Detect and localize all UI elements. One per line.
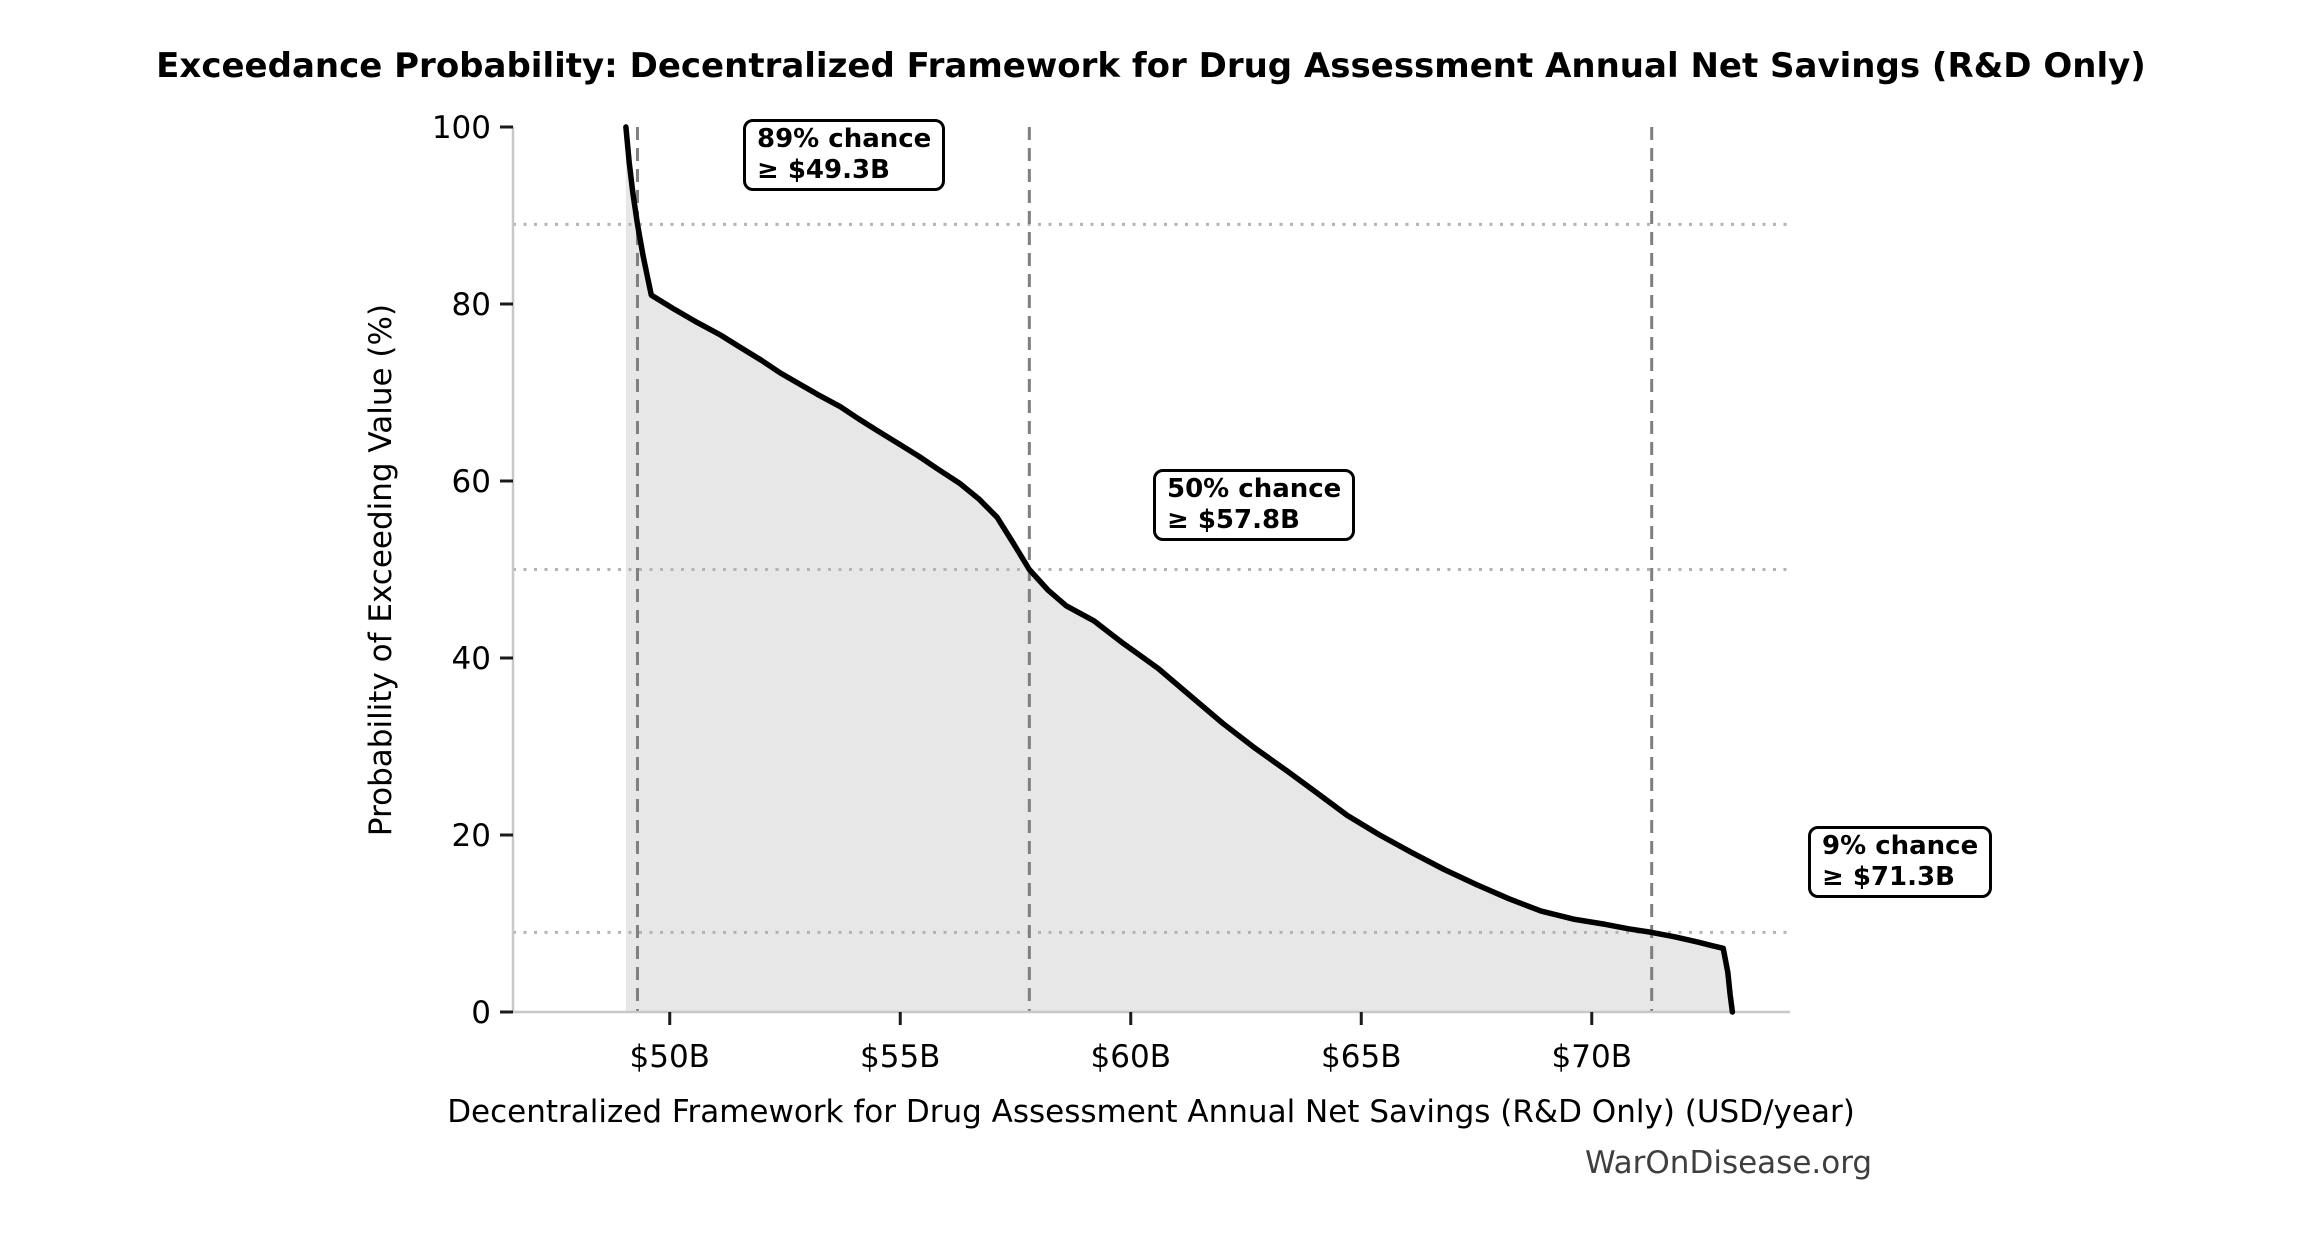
x-tick-label: $65B [1321,1039,1401,1075]
x-tick-label: $60B [1091,1039,1171,1075]
x-axis-label: Decentralized Framework for Drug Assessm… [447,1094,1855,1130]
area-fill [625,127,1733,1012]
annotation-89pct-line2: ≥ $49.3B [757,155,890,185]
watermark-text: WarOnDisease.org [1585,1145,1873,1181]
annotation-50pct-line2: ≥ $57.8B [1167,505,1300,535]
y-tick-label: 20 [452,818,491,854]
y-tick-label: 60 [452,464,491,500]
exceedance-curve [623,124,1736,1015]
annotation-50pct-box: 50% chance ≥ $57.8B [1153,469,1356,541]
annotation-50pct-line1: 50% chance [1167,474,1342,504]
annotation-9pct-box: 9% chance ≥ $71.3B [1808,826,1993,898]
y-tick-label: 40 [452,641,491,677]
annotation-9pct-line2: ≥ $71.3B [1822,862,1955,892]
chart-title: Exceedance Probability: Decentralized Fr… [156,46,2146,86]
annotation-9pct-line1: 9% chance [1822,831,1979,861]
x-tick-label: $50B [630,1039,710,1075]
annotation-89pct-box: 89% chance ≥ $49.3B [743,119,946,191]
annotation-89pct-line1: 89% chance [757,124,932,154]
y-tick-label: 0 [471,995,491,1031]
y-tick-label: 80 [452,287,491,323]
x-tick-label: $70B [1552,1039,1632,1075]
x-tick-label: $55B [860,1039,940,1075]
y-tick-label: 100 [432,110,491,146]
